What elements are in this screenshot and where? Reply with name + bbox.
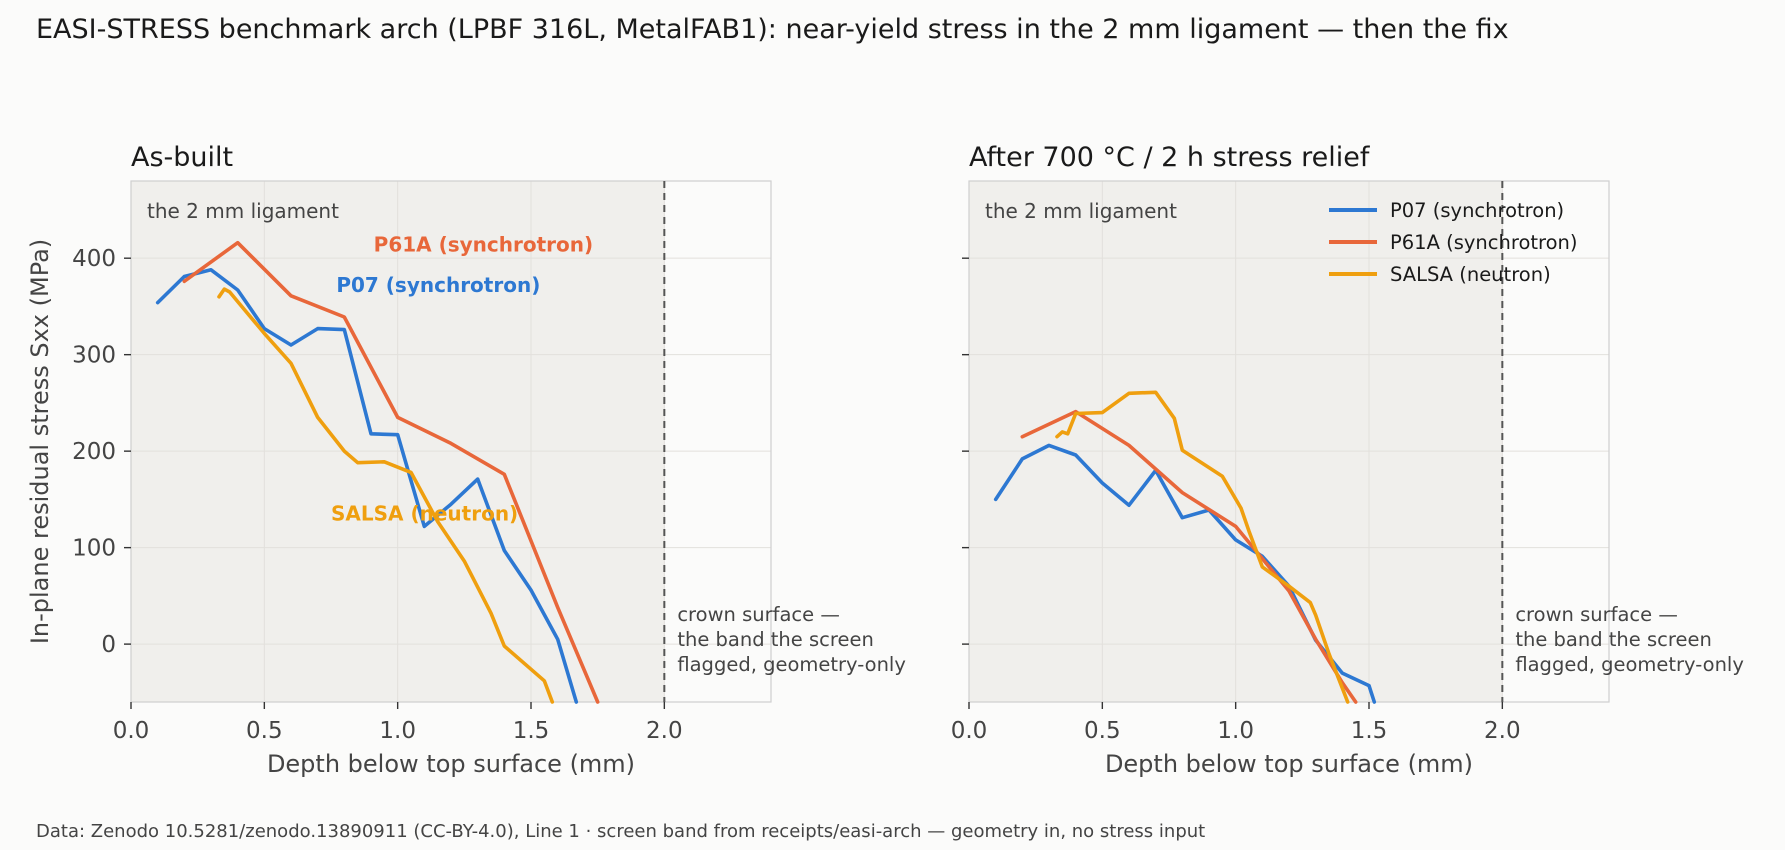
crown-surface-label-line: flagged, geometry-only <box>677 653 906 676</box>
y-tick-label: 300 <box>72 343 116 369</box>
legend-label-salsa: SALSA (neutron) <box>1390 263 1551 286</box>
panel-after-stress-relief: the 2 mm ligament crown surface — the band… <box>951 142 1744 778</box>
legend-label-p61a: P61A (synchrotron) <box>1390 231 1578 254</box>
series-line-salsa <box>1055 390 1350 704</box>
x-tick-label: 0.0 <box>113 718 150 744</box>
series-label-p61a: P61A (synchrotron) <box>374 232 593 256</box>
series-line-p61a <box>182 240 600 704</box>
x-axis-label: Depth below top surface (mm) <box>1105 750 1473 778</box>
x-tick-label: 0.5 <box>1084 718 1121 744</box>
x-tick-label: 1.5 <box>513 718 550 744</box>
x-tick-label: 0.0 <box>951 718 988 744</box>
crown-surface-label: crown surface — the band the screen flagge… <box>677 603 906 676</box>
crown-surface-label-line: the band the screen <box>1515 628 1712 651</box>
x-tick-label: 2.0 <box>1484 718 1521 744</box>
series-line-p07 <box>155 267 579 704</box>
x-tick-label: 0.5 <box>246 718 283 744</box>
y-axis-label: In-plane residual stress Sxx (MPa) <box>26 239 54 644</box>
legend: P07 (synchrotron) P61A (synchrotron) SALSA… <box>1329 199 1578 286</box>
axes-frame <box>130 180 772 703</box>
series-label-p07: P07 (synchrotron) <box>336 273 540 297</box>
panel-title: As-built <box>131 142 233 173</box>
x-tick-label: 1.0 <box>1217 718 1254 744</box>
crown-surface-label-line: crown surface — <box>677 603 840 626</box>
figure-title: EASI-STRESS benchmark arch (LPBF 316L, M… <box>36 14 1509 45</box>
x-tick-label: 1.5 <box>1351 718 1388 744</box>
y-tick-label: 100 <box>72 536 116 562</box>
series-label-salsa: SALSA (neutron) <box>331 502 518 526</box>
series-line-salsa <box>217 287 555 704</box>
crown-surface-label: crown surface — the band the screen flagge… <box>1515 603 1744 676</box>
x-tick-label: 1.0 <box>379 718 416 744</box>
x-axis-label: Depth below top surface (mm) <box>267 750 635 778</box>
y-tick-label: 400 <box>72 246 116 272</box>
y-tick-label: 200 <box>72 439 116 465</box>
crown-surface-label-line: crown surface — <box>1515 603 1678 626</box>
band-label: the 2 mm ligament <box>147 199 339 223</box>
footer-note: Data: Zenodo 10.5281/zenodo.13890911 (CC… <box>36 821 1205 842</box>
band-label: the 2 mm ligament <box>985 199 1177 223</box>
panel-as-built: the 2 mm ligament crown surface — the band… <box>26 142 906 778</box>
y-tick-label: 0 <box>101 632 116 658</box>
legend-label-p07: P07 (synchrotron) <box>1390 199 1564 222</box>
crown-surface-label-line: flagged, geometry-only <box>1515 653 1744 676</box>
axes-frame <box>968 180 1610 703</box>
panel-title: After 700 °C / 2 h stress relief <box>969 142 1371 173</box>
crown-surface-label-line: the band the screen <box>677 628 874 651</box>
x-tick-label: 2.0 <box>646 718 683 744</box>
